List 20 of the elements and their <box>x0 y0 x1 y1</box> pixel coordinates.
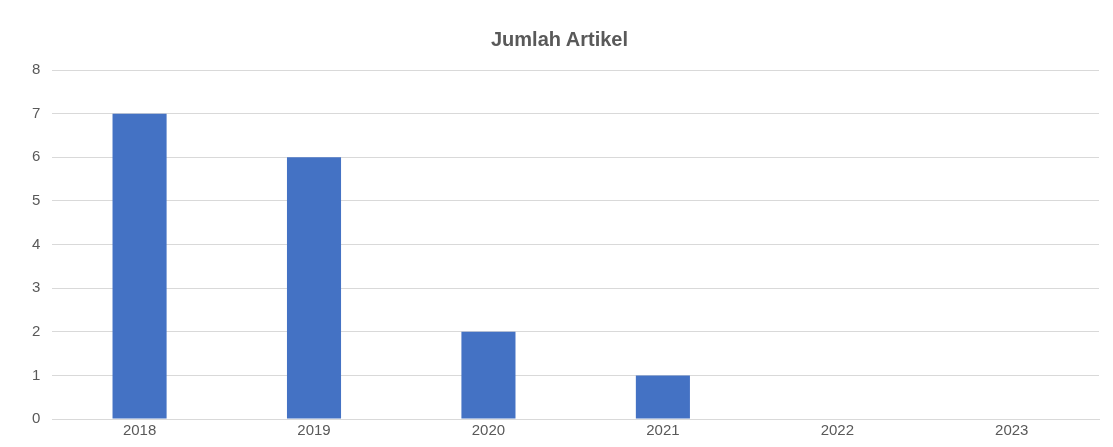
x-tick-label: 2021 <box>646 421 680 439</box>
chart-title: Jumlah Artikel <box>490 27 629 50</box>
x-tick-label: 2020 <box>471 421 506 439</box>
y-tick-label: 1 <box>32 365 41 383</box>
x-tick-label: 2023 <box>995 421 1029 439</box>
bar <box>461 331 516 419</box>
y-tick-label: 2 <box>32 321 41 339</box>
y-tick-label: 8 <box>32 60 41 78</box>
bar <box>112 113 167 419</box>
x-tick-label: 2018 <box>122 421 157 439</box>
bar <box>286 157 342 419</box>
y-tick-label: 0 <box>32 409 41 427</box>
y-tick-label: 3 <box>32 278 41 296</box>
y-tick-label: 7 <box>32 103 41 121</box>
bar <box>635 375 690 419</box>
y-tick-label: 6 <box>32 147 41 165</box>
y-tick-label: 5 <box>32 191 41 209</box>
x-tick-label: 2019 <box>297 421 331 439</box>
y-tick-label: 4 <box>32 234 41 252</box>
x-tick-label: 2022 <box>820 421 855 439</box>
